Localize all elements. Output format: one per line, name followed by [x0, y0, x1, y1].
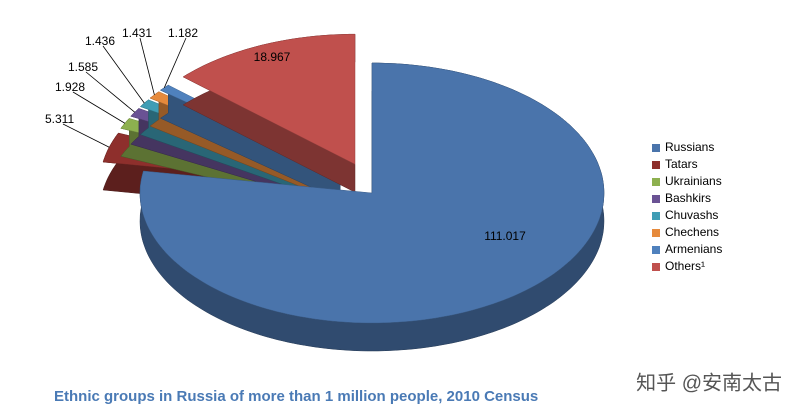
legend-label: Tatars — [665, 157, 698, 171]
watermark: 知乎 @安南太古 — [636, 371, 782, 394]
value-label: 1.585 — [68, 60, 98, 74]
value-label: 1.431 — [122, 26, 152, 40]
legend-swatch — [652, 178, 660, 186]
leader-line — [72, 91, 126, 124]
legend-swatch — [652, 229, 660, 237]
leader-line — [102, 45, 145, 104]
legend-swatch — [652, 161, 660, 169]
value-label: 1.182 — [168, 26, 198, 40]
chart-title: Ethnic groups in Russia of more than 1 m… — [54, 388, 538, 405]
legend-label: Chechens — [665, 225, 719, 239]
legend-label: Chuvashs — [665, 208, 718, 222]
value-label: 5.311 — [45, 112, 74, 126]
legend-swatch — [652, 212, 660, 220]
value-label: 1.436 — [85, 34, 115, 48]
slice — [139, 62, 605, 324]
legend-swatch — [652, 195, 660, 203]
legend-label: Others¹ — [665, 259, 705, 273]
legend-label: Armenians — [665, 242, 722, 256]
legend-swatch — [652, 263, 660, 271]
leader-line — [163, 37, 187, 88]
legend-label: Russians — [665, 140, 714, 154]
legend-label: Ukrainians — [665, 174, 722, 188]
legend-label: Bashkirs — [665, 191, 711, 205]
leader-line — [139, 37, 155, 95]
slice — [182, 33, 356, 165]
legend-swatch — [652, 144, 660, 152]
value-label: 111.017 — [484, 229, 526, 243]
value-label: 1.928 — [55, 80, 85, 94]
value-label: 18.967 — [254, 50, 291, 64]
legend-swatch — [652, 246, 660, 254]
leader-line — [85, 71, 135, 113]
leader-line — [62, 123, 110, 148]
